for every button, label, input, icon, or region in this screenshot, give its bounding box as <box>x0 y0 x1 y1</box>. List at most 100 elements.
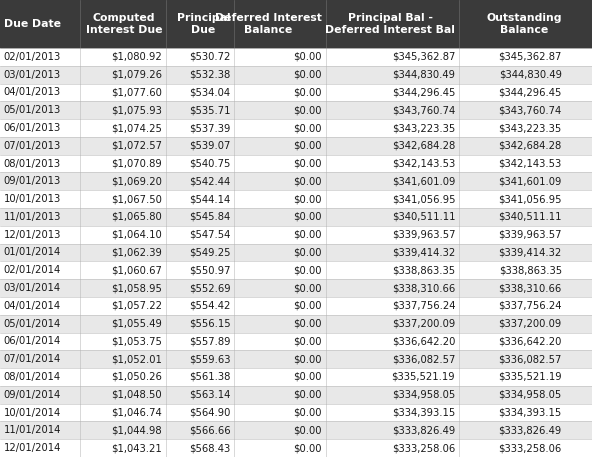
Text: $0.00: $0.00 <box>294 52 322 62</box>
Text: $341,056.95: $341,056.95 <box>392 194 455 204</box>
Text: $549.25: $549.25 <box>189 248 230 257</box>
Text: $0.00: $0.00 <box>294 87 322 97</box>
Bar <box>0 315 592 333</box>
Text: $344,830.49: $344,830.49 <box>499 69 562 80</box>
Text: 09/01/2014: 09/01/2014 <box>4 390 61 400</box>
Text: $563.14: $563.14 <box>189 390 230 400</box>
Bar <box>0 297 592 315</box>
Text: $339,963.57: $339,963.57 <box>392 230 455 240</box>
Text: 06/01/2013: 06/01/2013 <box>4 123 61 133</box>
Text: $566.66: $566.66 <box>189 425 230 436</box>
Text: $1,062.39: $1,062.39 <box>111 248 162 257</box>
Text: $0.00: $0.00 <box>294 105 322 115</box>
Bar <box>0 279 592 297</box>
Text: 06/01/2014: 06/01/2014 <box>4 336 61 346</box>
Text: $550.97: $550.97 <box>189 265 230 275</box>
Text: 12/01/2014: 12/01/2014 <box>4 443 61 453</box>
Text: $337,756.24: $337,756.24 <box>392 301 455 311</box>
Text: $338,863.35: $338,863.35 <box>498 265 562 275</box>
Text: $337,756.24: $337,756.24 <box>498 301 562 311</box>
Text: 11/01/2014: 11/01/2014 <box>4 425 61 436</box>
Text: Due Date: Due Date <box>4 19 60 29</box>
Text: Principal
Due: Principal Due <box>176 13 230 35</box>
Text: $1,079.26: $1,079.26 <box>111 69 162 80</box>
Text: $338,310.66: $338,310.66 <box>392 283 455 293</box>
Text: $343,223.35: $343,223.35 <box>498 123 562 133</box>
Text: $1,077.60: $1,077.60 <box>111 87 162 97</box>
Text: $557.89: $557.89 <box>189 336 230 346</box>
Bar <box>0 439 592 457</box>
Text: $1,064.10: $1,064.10 <box>111 230 162 240</box>
Text: $0.00: $0.00 <box>294 372 322 382</box>
Text: $0.00: $0.00 <box>294 212 322 222</box>
Text: $341,601.09: $341,601.09 <box>392 176 455 186</box>
Text: $1,080.92: $1,080.92 <box>111 52 162 62</box>
Text: $342,143.53: $342,143.53 <box>498 159 562 169</box>
Text: $542.44: $542.44 <box>189 176 230 186</box>
Text: $564.90: $564.90 <box>189 408 230 418</box>
Text: $1,070.89: $1,070.89 <box>111 159 162 169</box>
Text: $1,060.67: $1,060.67 <box>111 265 162 275</box>
Bar <box>0 48 592 66</box>
Text: 03/01/2013: 03/01/2013 <box>4 69 60 80</box>
Text: $334,958.05: $334,958.05 <box>392 390 455 400</box>
Bar <box>0 101 592 119</box>
Text: $0.00: $0.00 <box>294 425 322 436</box>
Bar <box>0 244 592 261</box>
Text: $339,963.57: $339,963.57 <box>498 230 562 240</box>
Text: $341,056.95: $341,056.95 <box>498 194 562 204</box>
Text: $341,601.09: $341,601.09 <box>498 176 562 186</box>
Bar <box>0 404 592 421</box>
Text: $333,258.06: $333,258.06 <box>498 443 562 453</box>
Text: $1,046.74: $1,046.74 <box>111 408 162 418</box>
Text: Deferred Interest
Balance: Deferred Interest Balance <box>215 13 322 35</box>
Text: $335,521.19: $335,521.19 <box>392 372 455 382</box>
Text: $0.00: $0.00 <box>294 69 322 80</box>
Text: $1,044.98: $1,044.98 <box>111 425 162 436</box>
Text: $0.00: $0.00 <box>294 265 322 275</box>
Bar <box>0 333 592 351</box>
Text: $0.00: $0.00 <box>294 443 322 453</box>
Text: 05/01/2014: 05/01/2014 <box>4 319 61 329</box>
Text: $1,069.20: $1,069.20 <box>111 176 162 186</box>
Text: 10/01/2014: 10/01/2014 <box>4 408 61 418</box>
Text: $0.00: $0.00 <box>294 336 322 346</box>
Bar <box>0 421 592 439</box>
Bar <box>0 351 592 368</box>
Text: $1,057.22: $1,057.22 <box>111 301 162 311</box>
Text: $547.54: $547.54 <box>189 230 230 240</box>
Text: 02/01/2013: 02/01/2013 <box>4 52 61 62</box>
Text: $0.00: $0.00 <box>294 123 322 133</box>
Text: $1,058.95: $1,058.95 <box>111 283 162 293</box>
Text: $343,760.74: $343,760.74 <box>392 105 455 115</box>
Text: 04/01/2014: 04/01/2014 <box>4 301 60 311</box>
Text: $1,072.57: $1,072.57 <box>111 141 162 151</box>
Bar <box>0 208 592 226</box>
Text: $1,074.25: $1,074.25 <box>111 123 162 133</box>
Bar <box>0 137 592 154</box>
Text: $338,863.35: $338,863.35 <box>392 265 455 275</box>
Text: Outstanding
Balance: Outstanding Balance <box>486 13 562 35</box>
Text: 07/01/2014: 07/01/2014 <box>4 354 61 364</box>
Text: $340,511.11: $340,511.11 <box>392 212 455 222</box>
Text: $339,414.32: $339,414.32 <box>498 248 562 257</box>
Bar <box>0 368 592 386</box>
Text: $1,050.26: $1,050.26 <box>111 372 162 382</box>
Bar <box>0 190 592 208</box>
Text: $0.00: $0.00 <box>294 194 322 204</box>
Text: $333,258.06: $333,258.06 <box>392 443 455 453</box>
Text: $333,826.49: $333,826.49 <box>498 425 562 436</box>
Text: $534.04: $534.04 <box>189 87 230 97</box>
Text: $1,075.93: $1,075.93 <box>111 105 162 115</box>
Text: $342,684.28: $342,684.28 <box>392 141 455 151</box>
Text: $0.00: $0.00 <box>294 354 322 364</box>
Bar <box>0 226 592 244</box>
Text: $545.84: $545.84 <box>189 212 230 222</box>
Text: 01/01/2014: 01/01/2014 <box>4 248 61 257</box>
Text: $1,048.50: $1,048.50 <box>111 390 162 400</box>
Text: $544.14: $544.14 <box>189 194 230 204</box>
Text: 11/01/2013: 11/01/2013 <box>4 212 61 222</box>
Text: $568.43: $568.43 <box>189 443 230 453</box>
Text: $0.00: $0.00 <box>294 301 322 311</box>
Bar <box>0 261 592 279</box>
